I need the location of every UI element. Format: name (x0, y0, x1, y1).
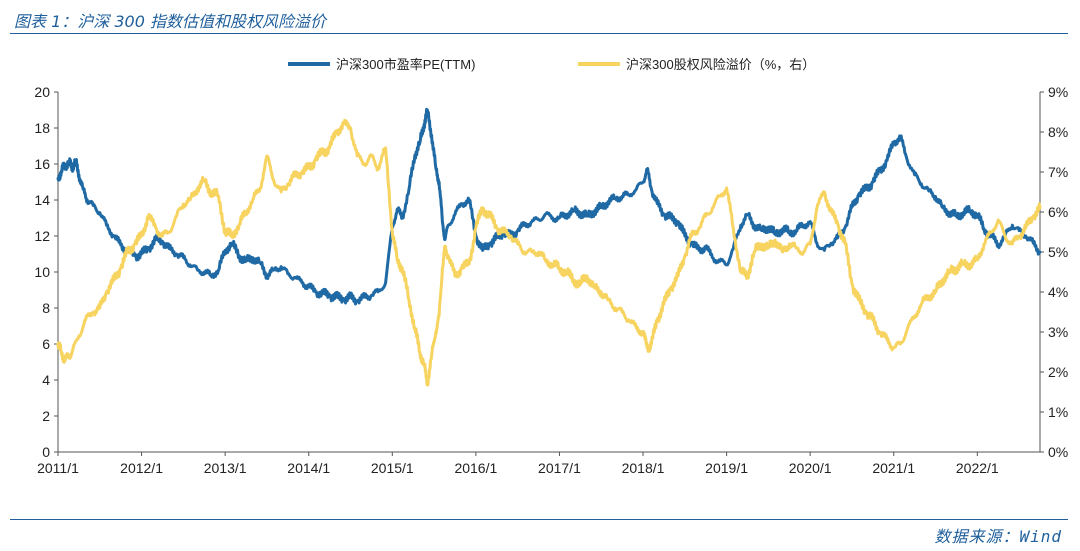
y-left-tick-label: 12 (34, 228, 50, 244)
y-right-tick-label: 8% (1048, 124, 1068, 140)
y-right-tick-label: 0% (1048, 444, 1068, 460)
y-right-tick-label: 9% (1048, 84, 1068, 100)
y-left-tick-label: 10 (34, 264, 50, 280)
x-tick-label: 2016/1 (454, 460, 497, 476)
y-left-tick-label: 14 (34, 192, 50, 208)
series-line-pe (56, 107, 1042, 306)
y-right-tick-label: 6% (1048, 204, 1068, 220)
x-tick-label: 2018/1 (622, 460, 665, 476)
y-left-tick-label: 20 (34, 84, 50, 100)
y-right-tick-label: 2% (1048, 364, 1068, 380)
y-left-tick-label: 4 (42, 372, 50, 388)
x-tick-label: 2013/1 (204, 460, 247, 476)
y-right-tick-label: 4% (1048, 284, 1068, 300)
x-tick-label: 2014/1 (287, 460, 330, 476)
y-left-tick-label: 0 (42, 444, 50, 460)
y-left-tick-label: 18 (34, 120, 50, 136)
x-tick-label: 2021/1 (872, 460, 915, 476)
top-divider (10, 33, 1068, 34)
x-tick-label: 2015/1 (371, 460, 414, 476)
bottom-divider (10, 519, 1068, 520)
figure-title: 图表 1：沪深 300 指数估值和股权风险溢价 (14, 12, 326, 31)
legend-label-erp: 沪深300股权风险溢价（%，右） (626, 57, 815, 72)
data-source: 数据来源：Wind (934, 527, 1062, 546)
x-tick-label: 2012/1 (120, 460, 163, 476)
axes: 0 2 4 6 8 10 12 14 16 18 20 0% 1% 2% 3% 4% 5% 6% 7% 8% 9% 201… (34, 84, 1068, 476)
y-right-tick-label: 7% (1048, 164, 1068, 180)
legend: 沪深300市盈率PE(TTM) 沪深300股权风险溢价（%，右） (288, 57, 815, 72)
x-tick-label: 2022/1 (956, 460, 999, 476)
y-right-tick-label: 3% (1048, 324, 1068, 340)
x-tick-label: 2011/1 (37, 460, 79, 476)
y-right-tick-label: 1% (1048, 404, 1068, 420)
y-left-tick-label: 16 (34, 156, 50, 172)
x-tick-label: 2017/1 (538, 460, 581, 476)
y-left-tick-label: 2 (42, 408, 50, 424)
series-layer (56, 107, 1042, 387)
x-tick-label: 2020/1 (789, 460, 832, 476)
y-left-tick-label: 8 (42, 300, 50, 316)
x-tick-label: 2019/1 (705, 460, 748, 476)
y-right-tick-label: 5% (1048, 244, 1068, 260)
y-left-tick-label: 6 (42, 336, 50, 352)
legend-label-pe: 沪深300市盈率PE(TTM) (336, 57, 475, 72)
series-line-erp (56, 118, 1042, 387)
